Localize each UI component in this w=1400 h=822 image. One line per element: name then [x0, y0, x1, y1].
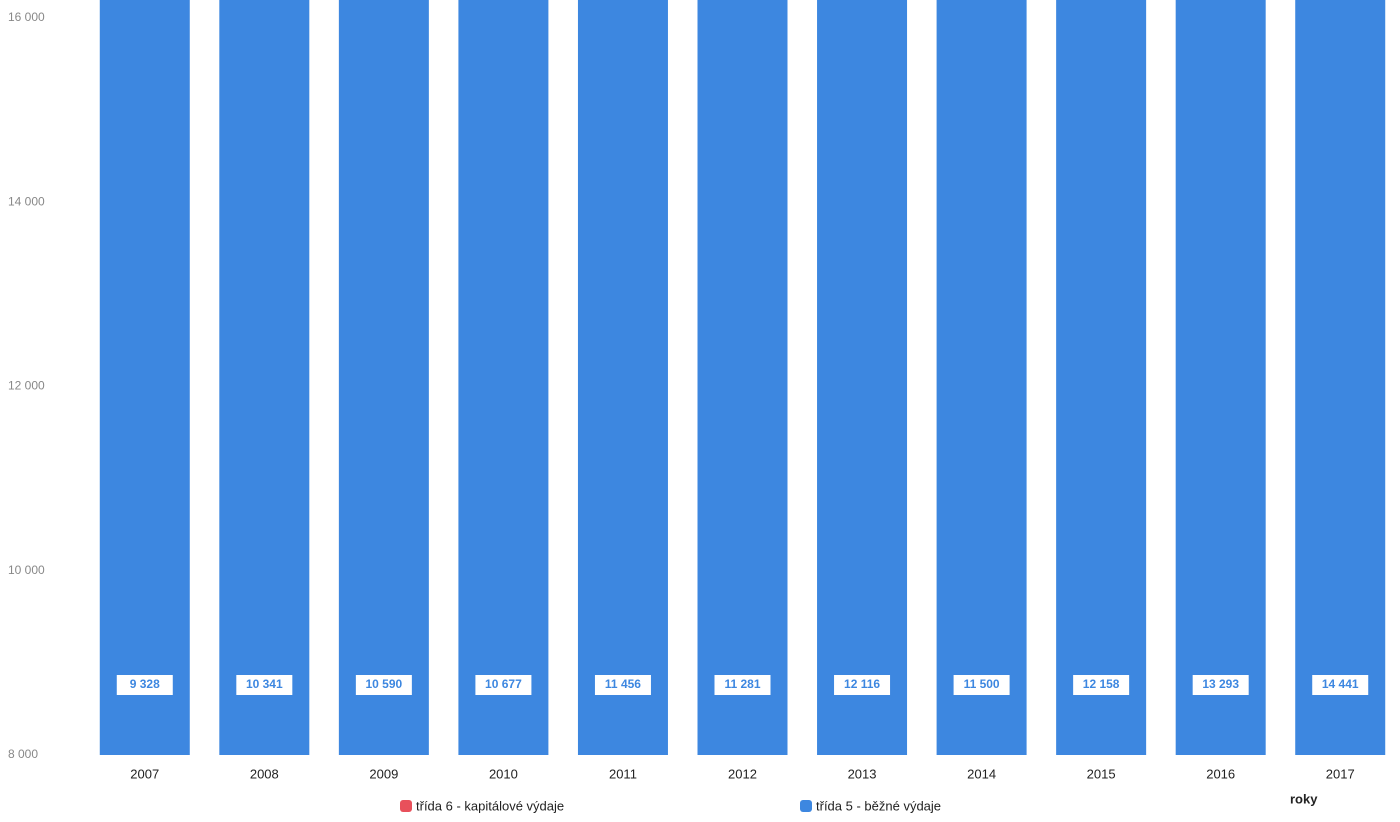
legend-swatch: [400, 800, 412, 812]
y-tick-label: 10 000: [8, 563, 45, 577]
label-box: [953, 675, 1010, 695]
bar-segment: [577, 0, 668, 756]
label-box: [116, 675, 173, 695]
x-tick-label: 2009: [369, 766, 398, 781]
y-tick-label: 16 000: [8, 10, 45, 24]
data-label: 12 158: [1083, 677, 1120, 691]
label-box: [236, 675, 293, 695]
x-tick-label: 2017: [1326, 766, 1355, 781]
bar-segment: [99, 0, 190, 755]
data-label: 14 441: [1322, 677, 1359, 691]
x-tick-label: 2013: [848, 766, 877, 781]
y-tick-label: 14 000: [8, 194, 45, 208]
label-box: [1312, 675, 1369, 695]
data-label: 10 677: [485, 677, 522, 691]
y-tick-label: 8 000: [8, 747, 38, 761]
data-label: 11 456: [605, 677, 641, 691]
data-label: 11 281: [724, 677, 760, 691]
x-tick-label: 2016: [1206, 766, 1235, 781]
data-label: 10 590: [366, 677, 403, 691]
data-label: 11 500: [964, 677, 1000, 691]
data-label: 13 293: [1202, 677, 1239, 691]
legend-label: třída 6 - kapitálové výdaje: [416, 798, 564, 813]
data-label: 9 328: [130, 677, 160, 691]
x-tick-label: 2011: [609, 766, 637, 781]
label-box: [355, 675, 412, 695]
x-axis-label: roky: [1290, 791, 1318, 806]
y-tick-label: 12 000: [8, 379, 45, 393]
label-box: [834, 675, 891, 695]
label-box: [714, 675, 771, 695]
bar-segment: [697, 0, 788, 755]
data-label: 12 116: [844, 677, 880, 691]
label-box: [594, 675, 651, 695]
bar-segment: [1295, 0, 1386, 755]
bar-segment: [338, 0, 429, 756]
bar-segment: [936, 0, 1027, 755]
bar-segment: [1175, 0, 1266, 756]
x-tick-label: 2010: [489, 766, 518, 781]
x-tick-label: 2008: [250, 766, 279, 781]
x-tick-label: 2012: [728, 766, 757, 781]
x-tick-label: 2015: [1087, 766, 1116, 781]
bar-segment: [219, 0, 310, 755]
label-box: [1073, 675, 1130, 695]
legend-swatch: [800, 800, 812, 812]
bar-segment: [817, 0, 908, 756]
legend-label: třída 5 - běžné výdaje: [816, 798, 941, 813]
data-label: 10 341: [246, 677, 283, 691]
x-tick-label: 2007: [130, 766, 159, 781]
label-box: [475, 675, 532, 695]
bar-segment: [1056, 0, 1147, 756]
x-tick-label: 2014: [967, 766, 996, 781]
label-box: [1192, 675, 1249, 695]
bar-segment: [458, 0, 549, 756]
